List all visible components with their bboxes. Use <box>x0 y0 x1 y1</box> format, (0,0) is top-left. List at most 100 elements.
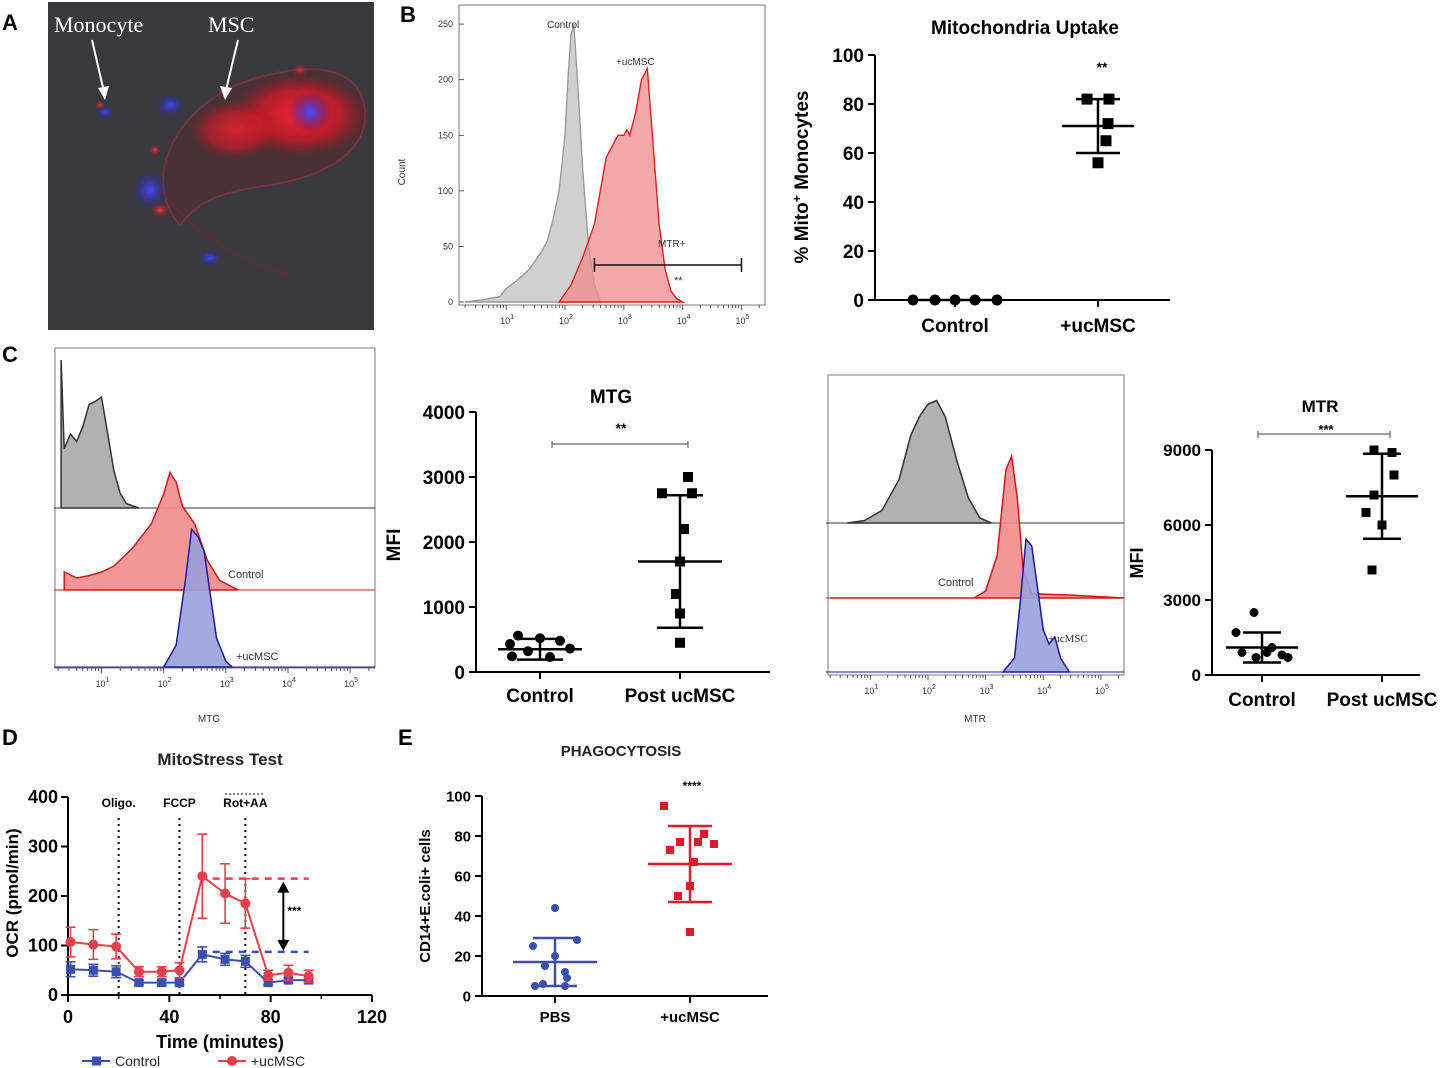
c-mtr-dot-ytick-label: 3000 <box>1163 591 1201 610</box>
c-mtg-dot-point <box>679 524 689 534</box>
e-dot-category-label: PBS <box>540 1009 571 1026</box>
c-mtr-dot-point <box>1283 653 1293 662</box>
b-dot-point <box>1102 118 1114 130</box>
d-point <box>174 965 185 976</box>
e-dot-point <box>676 838 684 846</box>
c-mtr-dot-title: MTR <box>1302 397 1339 416</box>
b-hist-series-control <box>464 23 602 303</box>
c-mtg-dot-point <box>657 488 667 499</box>
cmtghist-xtick-label: 104 <box>282 677 296 689</box>
e-dot-ytick-label: 0 <box>463 988 471 1005</box>
c-mtr-dot-point <box>1361 508 1371 517</box>
panel-label-e: E <box>398 725 413 750</box>
b-dot-ytick-label: 100 <box>832 46 864 67</box>
cmtrhist-xtick-label: 102 <box>922 684 936 696</box>
b-hist-xtick-label: 101 <box>500 314 514 326</box>
c-mtg-dot-ytick-label: 1000 <box>423 598 465 619</box>
c-mtg-dot-significance: ** <box>616 420 627 436</box>
d-significance: *** <box>287 904 301 918</box>
panel-label-a: A <box>2 10 18 35</box>
d-point <box>197 949 207 959</box>
panel-label-c: C <box>2 342 18 367</box>
e-dot-point <box>666 846 674 854</box>
b-dot-ytick-label: 80 <box>843 95 864 116</box>
d-point <box>174 978 184 988</box>
b-hist-ytick-label: 250 <box>438 19 453 29</box>
c-mtg-dot-category-label: Control <box>506 686 574 707</box>
e-dot-point <box>551 904 559 912</box>
e-dot-point <box>541 962 549 970</box>
cmtrhist-series-control <box>830 453 1125 599</box>
d-ytick-label: 400 <box>28 787 58 807</box>
d-point <box>66 964 76 974</box>
e-dot-point <box>710 840 718 848</box>
d-point <box>240 956 250 966</box>
c-mtr-dot-ytick-label: 9000 <box>1163 441 1201 460</box>
b-hist-frame <box>458 4 766 306</box>
c-mtr-histogram: 101 102 103 104 105 MTR Control +ucMSC <box>826 374 1125 725</box>
c-mtr-dot-category-label: Control <box>1228 690 1296 711</box>
c-mtg-dot-ytick-label: 4000 <box>423 403 465 424</box>
c-mtg-dot-point <box>687 488 697 499</box>
d-point <box>263 970 274 981</box>
d-xtick-label: 120 <box>357 1007 387 1027</box>
d-point <box>88 965 98 975</box>
e-dot-point <box>686 928 694 936</box>
b-dot-point <box>1092 157 1104 169</box>
d-point <box>303 971 314 982</box>
e-dot-category-label: +ucMSC <box>660 1009 720 1026</box>
d-legend-label: +ucMSC <box>251 1053 305 1068</box>
b-hist-xtick-label: 105 <box>735 314 749 326</box>
c-mtg-histogram: 101 102 103 104 105 MTG Control +ucMSC <box>54 347 376 725</box>
c-mtg-dot-ylabel: MFI <box>384 529 405 562</box>
d-point <box>283 967 294 978</box>
d-series-line-control <box>70 953 309 984</box>
c-mtr-dot-point <box>1369 445 1379 455</box>
e-dot-title: PHAGOCYTOSIS <box>561 743 682 760</box>
d-ylabel: OCR (pmol/min) <box>3 828 22 957</box>
cmtrhist-xtick-label: 103 <box>980 684 994 696</box>
e-dot-point <box>700 830 708 838</box>
b-dotplot: 0 20 40 60 80 100 Mitochondria Uptake % Mito+ M… <box>790 18 1170 337</box>
e-dot-point <box>694 838 702 846</box>
cmtghist-xtick-label: 103 <box>220 677 234 689</box>
b-hist-ylabel: Count <box>397 158 408 185</box>
d-arrow-head-down <box>277 939 290 951</box>
e-dot-ytick-label: 40 <box>454 908 471 925</box>
label-msc: MSC <box>208 12 254 37</box>
d-point <box>65 937 76 948</box>
c-mtr-dot-ylabel: MFI <box>1127 548 1147 579</box>
c-mtg-dot-point <box>505 639 515 650</box>
d-injection-label: Oligo. <box>102 796 136 810</box>
e-dot-significance: **** <box>683 779 702 793</box>
b-dot-ylabel: % Mito+ Monocytes <box>790 91 813 264</box>
d-xlabel: Time (minutes) <box>156 1032 284 1052</box>
c-mtr-dot-point <box>1262 648 1272 657</box>
d-point <box>220 888 231 899</box>
b-histogram: 0 50 100 150 200 250 Count 101 102 103 104 105 Contr… <box>397 19 760 326</box>
d-point <box>133 966 144 977</box>
cmtrhist-label-control: Control <box>938 577 973 589</box>
e-dot-point <box>563 974 571 982</box>
b-dot-ytick-label: 0 <box>853 291 864 312</box>
b-hist-label-control: Control <box>547 20 579 31</box>
d-legend-marker <box>227 1056 237 1066</box>
cmtghist-label-control: Control <box>228 569 263 581</box>
b-dot-ytick-label: 40 <box>843 193 864 214</box>
d-ytick-label: 0 <box>48 985 58 1005</box>
d-point <box>111 967 121 977</box>
d-injection-label: FCCP <box>163 796 196 810</box>
c-mtg-dot-point <box>683 472 693 482</box>
b-dot-category-label: +ucMSC <box>1060 316 1136 337</box>
b-dot-ytick-label: 60 <box>843 144 864 165</box>
e-dot-ytick-label: 100 <box>446 788 471 805</box>
b-hist-xtick-label: 104 <box>677 314 691 326</box>
c-mtr-dot-ytick-label: 6000 <box>1163 516 1201 535</box>
cmtrhist-series-ucmsc <box>1001 537 1071 673</box>
cmtghist-series-ucmsc <box>162 527 234 668</box>
b-hist-significance: ** <box>674 275 683 287</box>
d-ytick-label: 300 <box>28 837 58 857</box>
cmtrhist-xtick-label: 105 <box>1095 684 1109 696</box>
d-xtick-label: 0 <box>63 1007 73 1027</box>
cmtrhist-xtick-label: 101 <box>864 684 878 696</box>
